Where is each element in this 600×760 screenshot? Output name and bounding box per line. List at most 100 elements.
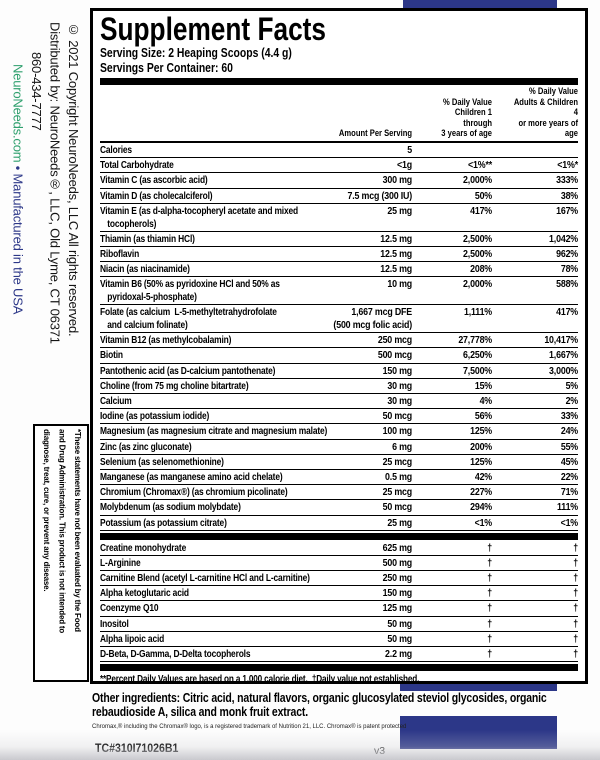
nutrient-name: Thiamin (as thiamin HCl): [100, 233, 195, 245]
nutrient-amount: 300 mg: [382, 175, 413, 187]
website-line: NeuroNeeds.com • Manufactured in the USA: [8, 22, 27, 447]
dv-children: <1%**: [468, 160, 492, 172]
nutrient-amount: 1,667 mcg DFE (500 mcg folic acid): [333, 307, 412, 332]
nutrient-name: Vitamin B6 (50% as pyridoxine HCl and 50…: [100, 279, 280, 304]
dv-children: 208%: [470, 264, 492, 276]
nutrient-amount: 30 mg: [387, 396, 412, 408]
dv-children: 4%: [479, 396, 493, 408]
dv-children: †: [487, 618, 492, 630]
nutrient-name: Alpha lipoic acid: [100, 633, 165, 645]
fda-disclaimer-line: diagnose, treat, cure, or prevent any di…: [42, 429, 51, 592]
dv-adults: 78%: [560, 264, 578, 276]
table-row: Vitamin D (as cholecalciferol) 7.5 mcg (3…: [100, 189, 578, 204]
nutrient-name: Chromium (Chromax®) (as chromium picolin…: [100, 487, 288, 499]
table-row: Coenzyme Q10 125 mg † †: [100, 601, 578, 617]
nutrient-name: Potassium (as potassium citrate): [100, 517, 227, 529]
dv-children: 42%: [474, 471, 492, 483]
copyright-line: © 2021 Copyright NeuroNeeds, LLC All rig…: [66, 22, 81, 337]
nutrient-amount: 0.5 mg: [385, 471, 412, 483]
nutrient-amount: 10 mg: [387, 279, 412, 291]
dv-adults: †: [573, 603, 578, 615]
table-column-headers: Amount Per Serving % Daily Value Childre…: [100, 86, 578, 143]
dv-children: 7,500%: [463, 365, 492, 377]
nutrient-name: Alpha ketoglutaric acid: [100, 588, 189, 600]
dv-children: 6,250%: [463, 350, 492, 362]
table-row: L-Arginine 500 mg † †: [100, 556, 578, 572]
table-row: Vitamin B12 (as methylcobalamin) 250 mcg 2…: [100, 333, 578, 349]
footnote-line: **Percent Daily Values are based on a 1,…: [100, 674, 420, 684]
table-row: Inositol 50 mg † †: [100, 617, 578, 632]
bottom-gradient-band: [0, 730, 600, 760]
dv-children: †: [487, 573, 492, 585]
dv-adults: 22%: [560, 471, 578, 483]
dv-children: 227%: [470, 487, 492, 499]
phone-line: 860-434-7777: [29, 52, 44, 131]
dv-adults: <1%*: [557, 160, 578, 172]
table-row: Alpha lipoic acid 50 mg † †: [100, 632, 578, 648]
table-row: Choline (from 75 mg choline bitartrate) 3…: [100, 379, 578, 395]
nutrient-amount: 625 mg: [382, 542, 413, 554]
table-row: Alpha ketoglutaric acid 150 mg † †: [100, 586, 578, 602]
distributor-line: Distributed by: NeuroNeeds®, LLC, Old Ly…: [47, 22, 63, 344]
nutrient-amount: 25 mg: [387, 205, 412, 217]
nutrient-amount: 500 mcg: [377, 350, 412, 362]
nutrient-name: Calcium: [100, 396, 132, 408]
dv-adults: †: [573, 557, 578, 569]
nutrient-amount: 30 mg: [387, 380, 412, 392]
table-row: Chromium (Chromax®) (as chromium picolin…: [100, 485, 578, 501]
dv-children: 2,000%: [463, 175, 492, 187]
nutrient-name: Choline (from 75 mg choline bitartrate): [100, 380, 249, 392]
dv-adults: 1,042%: [549, 233, 578, 245]
nutrient-name: Carnitine Blend (acetyl L-carnitine HCl …: [100, 573, 310, 585]
website-link: NeuroNeeds.com: [10, 64, 26, 163]
table-row: Vitamin C (as ascorbic acid) 300 mg 2,000%…: [100, 173, 578, 189]
nutrient-name: Creatine monohydrate: [100, 542, 187, 554]
nutrient-name: Vitamin B12 (as methylcobalamin): [100, 335, 232, 347]
nutrient-name: Biotin: [100, 350, 123, 362]
nutrient-name: Coenzyme Q10: [100, 603, 159, 615]
supplement-facts-panel: Supplement Facts Serving Size: 2 Heaping…: [90, 8, 588, 684]
table-row: Calcium 30 mg 4% 2%: [100, 394, 579, 410]
nutrient-amount: 5: [407, 144, 412, 156]
dv-adults: 45%: [560, 456, 578, 468]
dv-adults: †: [573, 649, 578, 661]
dv-adults: 33%: [560, 411, 578, 423]
table-row: Riboflavin 12.5 mg 2,500% 962%: [100, 247, 578, 263]
dv-adults: 588%: [556, 279, 578, 291]
trademark-text: Chromax,® including the Chromax® logo, i…: [92, 723, 407, 730]
nutrient-amount: 150 mg: [382, 588, 413, 600]
nutrient-name: Riboflavin: [100, 248, 140, 260]
section-divider: [100, 532, 578, 540]
table-row: Selenium (as selenomethionine) 25 mcg 125%…: [100, 455, 578, 470]
nutrient-amount: 25 mcg: [382, 487, 413, 499]
dv-adults: †: [573, 633, 578, 645]
dv-children: 15%: [474, 380, 492, 392]
serving-size-text: Serving Size: 2 Heaping Scoops (4.4 g): [100, 45, 292, 60]
dv-children: †: [487, 542, 492, 554]
column-header-amount: Amount Per Serving: [338, 128, 412, 140]
dv-adults: 10,417%: [544, 335, 578, 347]
dv-adults: 3,000%: [549, 365, 578, 377]
dv-children: <1%: [474, 517, 493, 529]
dv-children: 2,000%: [463, 279, 492, 291]
dv-adults: 2%: [565, 396, 579, 408]
nutrient-name: Inositol: [100, 618, 129, 630]
dv-adults: †: [573, 573, 578, 585]
table-row: Calories 5: [100, 143, 578, 159]
nutrient-amount: 250 mcg: [377, 335, 412, 347]
nutrient-name: Iodine (as potassium iodide): [100, 411, 210, 423]
dv-adults: 417%: [556, 307, 578, 319]
nutrient-amount: 50 mg: [387, 633, 412, 645]
table-row: Pantothenic acid (as D-calcium pantothen…: [100, 364, 578, 379]
nutrient-name: Vitamin D (as cholecalciferol): [100, 190, 213, 202]
dv-adults: <1%: [560, 517, 579, 529]
dv-children: 2,500%: [463, 233, 492, 245]
nutrient-name: L-Arginine: [100, 557, 141, 569]
nutrient-name: Molybdenum (as sodium molybdate): [100, 502, 241, 514]
nutrient-amount: 500 mg: [382, 557, 413, 569]
nutrient-name: Folate (as calcium L-5-methyltetrahydrof…: [100, 307, 277, 332]
dv-children: 200%: [470, 441, 492, 453]
table-row: Potassium (as potassium citrate) 25 mg <1%…: [100, 516, 578, 531]
dv-children: 2,500%: [463, 248, 492, 260]
dv-children: †: [487, 649, 492, 661]
